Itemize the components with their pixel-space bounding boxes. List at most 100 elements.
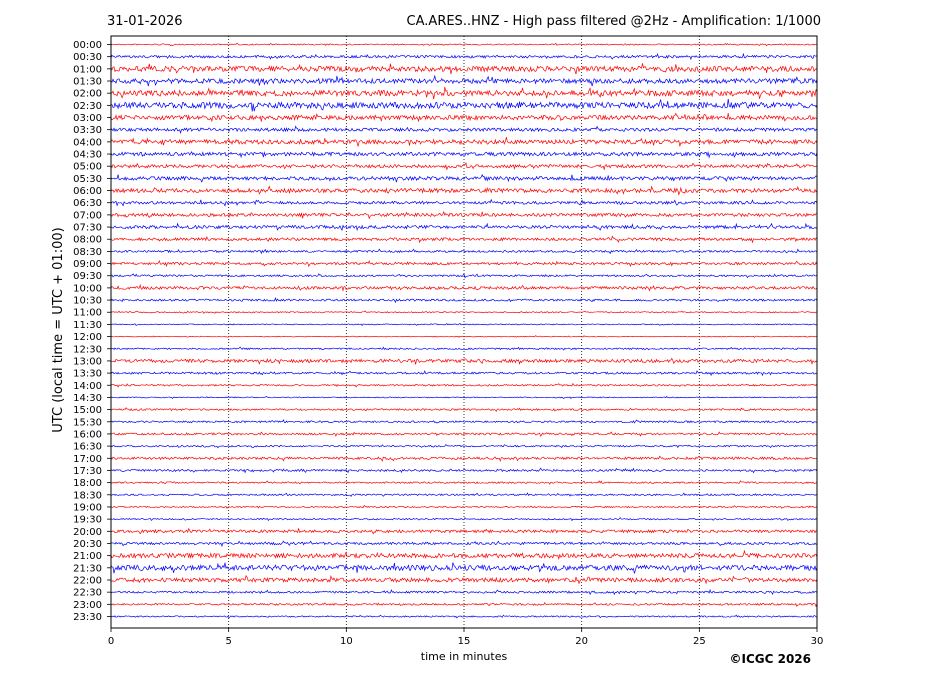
x-axis-label: time in minutes <box>421 650 508 663</box>
y-tick-label: 20:30 <box>73 539 102 550</box>
trace-1500 <box>110 407 818 412</box>
y-tick-label: 13:30 <box>73 369 102 380</box>
y-tick-label: 17:00 <box>73 454 102 465</box>
y-tick-label: 11:30 <box>73 320 102 331</box>
y-tick-label: 08:30 <box>73 247 102 258</box>
trace-1430 <box>110 395 818 399</box>
y-tick-label: 19:00 <box>73 502 102 513</box>
trace-0700 <box>110 210 818 220</box>
y-tick-label: 19:30 <box>73 515 102 526</box>
trace-1930 <box>110 517 818 522</box>
y-tick-label: 07:30 <box>73 223 102 234</box>
y-tick-label: 13:00 <box>73 356 102 367</box>
y-tick-label: 04:00 <box>73 137 102 148</box>
copyright-label: ©ICGC 2026 <box>729 652 811 666</box>
y-tick-label: 15:30 <box>73 417 102 428</box>
trace-2130 <box>110 562 818 574</box>
trace-1700 <box>110 455 818 462</box>
trace-0830 <box>110 248 818 255</box>
trace-2300 <box>110 601 818 608</box>
trace-0230 <box>110 98 818 112</box>
y-tick-label: 07:00 <box>73 210 102 221</box>
date-label: 31-01-2026 <box>107 14 183 29</box>
y-tick-label: 15:00 <box>73 405 102 416</box>
y-tick-label: 21:00 <box>73 551 102 562</box>
y-tick-label: 05:00 <box>73 162 102 173</box>
y-tick-label: 22:30 <box>73 588 102 599</box>
y-tick-label: 02:30 <box>73 101 102 112</box>
trace-2330 <box>110 614 818 619</box>
trace-0400 <box>110 137 818 147</box>
trace-0730 <box>110 222 818 231</box>
y-tick-label: 03:30 <box>73 125 102 136</box>
y-tick-label: 04:30 <box>73 150 102 161</box>
y-tick-label: 17:30 <box>73 466 102 477</box>
y-tick-label: 16:30 <box>73 442 102 453</box>
y-tick-label: 00:00 <box>73 40 102 51</box>
x-tick-label: 0 <box>108 636 114 647</box>
y-tick-label: 21:30 <box>73 563 102 574</box>
trace-1030 <box>110 296 818 304</box>
trace-2000 <box>110 527 818 535</box>
trace-0200 <box>110 86 818 100</box>
trace-0530 <box>110 174 818 183</box>
y-tick-label: 11:00 <box>73 308 102 319</box>
trace-1830 <box>110 492 818 497</box>
y-tick-label: 06:00 <box>73 186 102 197</box>
trace-1630 <box>110 444 818 449</box>
x-tick-label: 25 <box>693 636 706 647</box>
chart-title: CA.ARES..HNZ - High pass filtered @2Hz -… <box>407 14 821 29</box>
y-tick-label: 01:00 <box>73 64 102 75</box>
y-tick-label: 00:30 <box>73 52 102 63</box>
trace-1300 <box>110 357 818 365</box>
trace-1130 <box>110 323 818 327</box>
y-tick-label: 03:00 <box>73 113 102 124</box>
trace-2100 <box>110 549 818 561</box>
x-tick-label: 20 <box>575 636 588 647</box>
x-tick-label: 5 <box>225 636 231 647</box>
y-tick-label: 05:30 <box>73 174 102 185</box>
trace-1200 <box>110 335 818 338</box>
trace-0130 <box>110 74 818 87</box>
trace-0030 <box>110 52 818 61</box>
y-tick-label: 12:00 <box>73 332 102 343</box>
trace-2200 <box>110 574 818 585</box>
y-tick-label: 14:00 <box>73 381 102 392</box>
x-tick-label: 30 <box>811 636 824 647</box>
trace-1230 <box>110 346 818 351</box>
trace-1600 <box>110 431 818 437</box>
trace-1330 <box>110 370 818 377</box>
y-axis-label: UTC (local time = UTC + 01:00) <box>51 227 66 432</box>
trace-1400 <box>110 382 818 388</box>
y-tick-label: 02:00 <box>73 89 102 100</box>
trace-0430 <box>110 150 818 159</box>
y-tick-label: 09:30 <box>73 271 102 282</box>
trace-1730 <box>110 467 818 474</box>
trace-0000 <box>110 42 818 47</box>
x-tick-label: 15 <box>458 636 471 647</box>
y-tick-label: 18:00 <box>73 478 102 489</box>
trace-0630 <box>110 198 818 207</box>
y-tick-label: 18:30 <box>73 490 102 501</box>
trace-1900 <box>110 504 818 509</box>
y-tick-label: 09:00 <box>73 259 102 270</box>
y-tick-label: 12:30 <box>73 344 102 355</box>
y-tick-label: 20:00 <box>73 527 102 538</box>
trace-0330 <box>110 125 818 135</box>
y-tick-label: 22:00 <box>73 575 102 586</box>
y-tick-label: 06:30 <box>73 198 102 209</box>
y-tick-label: 23:00 <box>73 600 102 611</box>
trace-1800 <box>110 480 818 485</box>
y-tick-label: 01:30 <box>73 77 102 88</box>
y-tick-label: 23:30 <box>73 612 102 623</box>
trace-1530 <box>110 419 818 424</box>
y-tick-label: 10:30 <box>73 296 102 307</box>
trace-2230 <box>110 588 818 596</box>
trace-2030 <box>110 540 818 548</box>
y-tick-label: 08:00 <box>73 235 102 246</box>
trace-0900 <box>110 260 818 268</box>
trace-1000 <box>110 283 818 292</box>
trace-1100 <box>110 310 818 314</box>
